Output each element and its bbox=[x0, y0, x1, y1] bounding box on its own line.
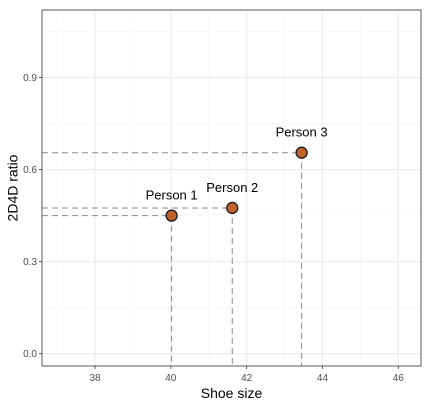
point-label-2: Person 2 bbox=[206, 180, 258, 195]
x-tick-label: 46 bbox=[393, 373, 405, 384]
y-axis-ticks: 0.0 0.3 0.6 0.9 bbox=[23, 73, 42, 360]
y-tick-label: 0.6 bbox=[23, 165, 37, 176]
data-point-2 bbox=[226, 201, 239, 215]
y-tick-label: 0.9 bbox=[23, 73, 37, 84]
x-tick-label: 38 bbox=[89, 373, 101, 384]
x-tick-label: 40 bbox=[165, 373, 177, 384]
grid-lines bbox=[42, 10, 421, 366]
point-label-1: Person 1 bbox=[146, 188, 198, 203]
x-axis-title: Shoe size bbox=[201, 385, 263, 401]
guide-lines bbox=[42, 152, 303, 366]
data-point-1 bbox=[165, 209, 178, 222]
data-point-3 bbox=[295, 146, 308, 159]
data-points bbox=[165, 146, 308, 222]
point-labels: Person 1 Person 2 Person 3 bbox=[146, 125, 328, 203]
x-tick-label: 42 bbox=[241, 373, 253, 384]
y-tick-label: 0.0 bbox=[23, 349, 37, 360]
x-tick-label: 44 bbox=[317, 373, 329, 384]
point-label-3: Person 3 bbox=[276, 125, 328, 140]
y-tick-label: 0.3 bbox=[23, 257, 37, 268]
panel-border bbox=[41, 9, 422, 367]
x-axis-ticks: 38 40 42 44 46 bbox=[89, 366, 404, 384]
y-axis-title: 2D4D ratio bbox=[5, 154, 21, 221]
